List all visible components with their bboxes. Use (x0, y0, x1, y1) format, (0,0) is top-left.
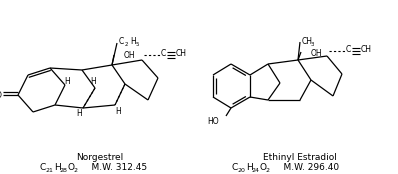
Text: OH: OH (311, 49, 323, 57)
Text: M.W. 296.40: M.W. 296.40 (272, 163, 339, 172)
Text: H: H (64, 77, 70, 85)
Text: H: H (246, 163, 253, 172)
Text: 3: 3 (311, 42, 314, 46)
Text: 28: 28 (60, 168, 68, 172)
Text: O: O (260, 163, 267, 172)
Text: O: O (0, 90, 1, 100)
Text: H: H (54, 163, 61, 172)
Text: 2: 2 (266, 168, 270, 172)
Text: C: C (40, 163, 46, 172)
Text: Norgestrel: Norgestrel (76, 153, 124, 163)
Text: 2: 2 (125, 42, 129, 46)
Text: 2: 2 (74, 168, 78, 172)
Text: CH: CH (361, 45, 372, 53)
Text: C: C (161, 49, 166, 57)
Text: H: H (90, 77, 96, 86)
Text: OH: OH (124, 52, 136, 61)
Text: H: H (76, 109, 82, 118)
Text: H: H (115, 106, 121, 116)
Text: 20: 20 (238, 168, 246, 172)
Text: C: C (346, 45, 351, 53)
Text: HO: HO (207, 117, 219, 126)
Text: Ethinyl Estradiol: Ethinyl Estradiol (263, 153, 337, 163)
Text: 24: 24 (252, 168, 260, 172)
Text: 5: 5 (136, 42, 140, 46)
Text: CH: CH (176, 49, 187, 57)
Text: CH: CH (302, 37, 313, 45)
Text: 21: 21 (46, 168, 54, 172)
Text: C: C (119, 37, 124, 45)
Text: O: O (68, 163, 75, 172)
Text: C: C (232, 163, 238, 172)
Text: H: H (130, 37, 136, 45)
Text: M.W. 312.45: M.W. 312.45 (80, 163, 147, 172)
